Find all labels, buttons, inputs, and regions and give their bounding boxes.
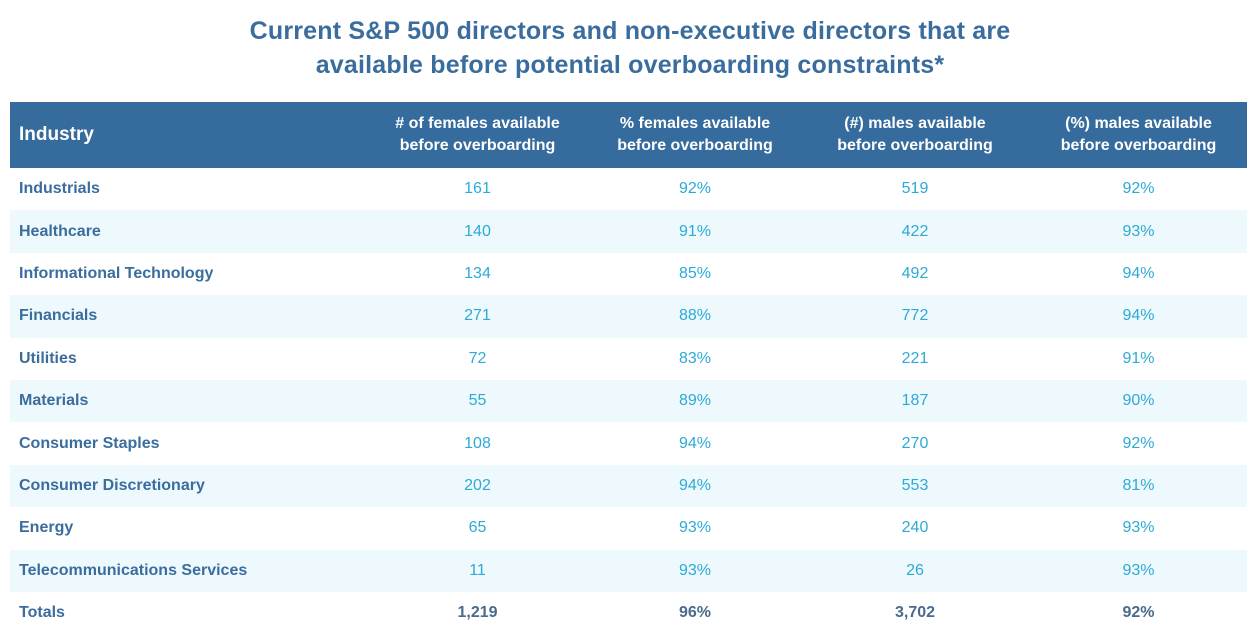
industry-cell: Materials [19, 392, 89, 410]
males-percent-cell: 81% [1122, 476, 1155, 494]
males-count-cell: 772 [901, 307, 929, 325]
females-count-cell: 55 [468, 392, 487, 410]
header-males-percent-line-2: before overboarding [1060, 137, 1217, 154]
header-males-count-line-2: before overboarding [837, 137, 993, 154]
industry-cell: Consumer Staples [19, 434, 160, 452]
table-row: Industrials 161 92% 519 92% [10, 168, 1247, 210]
table-row: Utilities 72 83% 221 91% [10, 338, 1247, 380]
males-percent-cell: 94% [1122, 307, 1155, 325]
table-row: Materials 55 89% 187 90% [10, 379, 1247, 423]
females-percent-cell: 88% [678, 307, 712, 325]
males-count-cell: 519 [901, 180, 929, 198]
males-percent-cell: 94% [1122, 264, 1155, 282]
males-percent-cell: 91% [1122, 349, 1155, 367]
females-count-cell: 72 [468, 349, 487, 367]
header-industry: Industry [19, 124, 94, 145]
table-row: Telecommunications Services 11 93% 26 93… [10, 549, 1247, 592]
males-count-cell: 26 [906, 561, 924, 579]
females-count-cell: 108 [464, 434, 491, 452]
title-line-1: Current S&P 500 directors and non-execut… [249, 17, 1011, 45]
table-row: Consumer Staples 108 94% 270 92% [10, 422, 1247, 464]
header-females-count-line-1: # of females available [395, 115, 560, 132]
header-females-percent: % females available before overboarding [590, 102, 800, 168]
females-count-cell: 202 [464, 476, 491, 494]
table-row: Financials 271 88% 772 94% [10, 295, 1247, 338]
females-count-cell: 134 [464, 264, 491, 282]
totals-label: Totals [19, 604, 65, 622]
totals-males-percent: 92% [1122, 604, 1155, 622]
males-percent-cell: 93% [1122, 561, 1155, 579]
females-count-cell: 11 [469, 561, 486, 579]
header-females-count: # of females available before overboardi… [365, 102, 590, 168]
males-count-cell: 240 [901, 519, 929, 537]
males-percent-cell: 92% [1122, 434, 1155, 452]
table-row: Consumer Discretionary 202 94% 553 81% [10, 464, 1247, 508]
males-count-cell: 187 [901, 392, 929, 410]
males-count-cell: 492 [901, 264, 929, 282]
females-percent-cell: 94% [678, 434, 712, 452]
females-percent-cell: 91% [678, 222, 712, 240]
males-percent-cell: 92% [1122, 180, 1155, 198]
industry-cell: Energy [19, 519, 74, 537]
males-percent-cell: 93% [1122, 222, 1155, 240]
males-count-cell: 422 [901, 222, 929, 240]
males-count-cell: 221 [901, 349, 929, 367]
page-title: Current S&P 500 directors and non-execut… [0, 14, 1260, 82]
table-row: Informational Technology 134 85% 492 94% [10, 253, 1247, 295]
totals-females-count: 1,219 [457, 604, 498, 622]
header-females-percent-line-1: % females available [619, 115, 771, 132]
industry-cell: Healthcare [19, 222, 101, 240]
title-line-2: available before potential overboarding … [315, 51, 945, 79]
totals-females-percent: 96% [678, 604, 712, 622]
females-count-cell: 271 [464, 307, 491, 325]
females-count-cell: 140 [464, 222, 491, 240]
table-row: Energy 65 93% 240 93% [10, 507, 1247, 549]
header-males-percent: (%) males available before overboarding [1030, 102, 1247, 168]
industry-cell: Industrials [19, 180, 100, 198]
industry-cell: Telecommunications Services [19, 561, 248, 579]
females-count-cell: 161 [464, 180, 491, 198]
industry-cell: Informational Technology [19, 264, 214, 282]
header-females-percent-line-2: before overboarding [617, 137, 773, 154]
industry-cell: Financials [19, 307, 98, 325]
females-count-cell: 65 [468, 519, 487, 537]
females-percent-cell: 94% [678, 476, 712, 494]
females-percent-cell: 93% [678, 561, 712, 579]
males-count-cell: 553 [901, 476, 929, 494]
males-count-cell: 270 [901, 434, 929, 452]
males-percent-cell: 93% [1122, 519, 1155, 537]
header-males-count: (#) males available before overboarding [800, 102, 1030, 168]
header-males-percent-line-1: (%) males available [1065, 115, 1212, 132]
females-percent-cell: 83% [678, 349, 712, 367]
industry-cell: Consumer Discretionary [19, 476, 205, 494]
males-percent-cell: 90% [1122, 392, 1155, 410]
totals-row: Totals 1,219 96% 3,702 92% [10, 592, 1247, 634]
directors-table: Industry # of females available before o… [10, 102, 1247, 634]
table-row: Healthcare 140 91% 422 93% [10, 210, 1247, 253]
industry-cell: Utilities [19, 349, 77, 367]
females-percent-cell: 89% [678, 392, 712, 410]
totals-males-count: 3,702 [894, 604, 936, 622]
header-females-count-line-2: before overboarding [399, 137, 556, 154]
females-percent-cell: 85% [678, 264, 712, 282]
header-males-count-line-1: (#) males available [844, 115, 986, 132]
females-percent-cell: 93% [678, 519, 712, 537]
header-row: Industry # of females available before o… [10, 102, 1247, 168]
females-percent-cell: 92% [678, 180, 712, 198]
